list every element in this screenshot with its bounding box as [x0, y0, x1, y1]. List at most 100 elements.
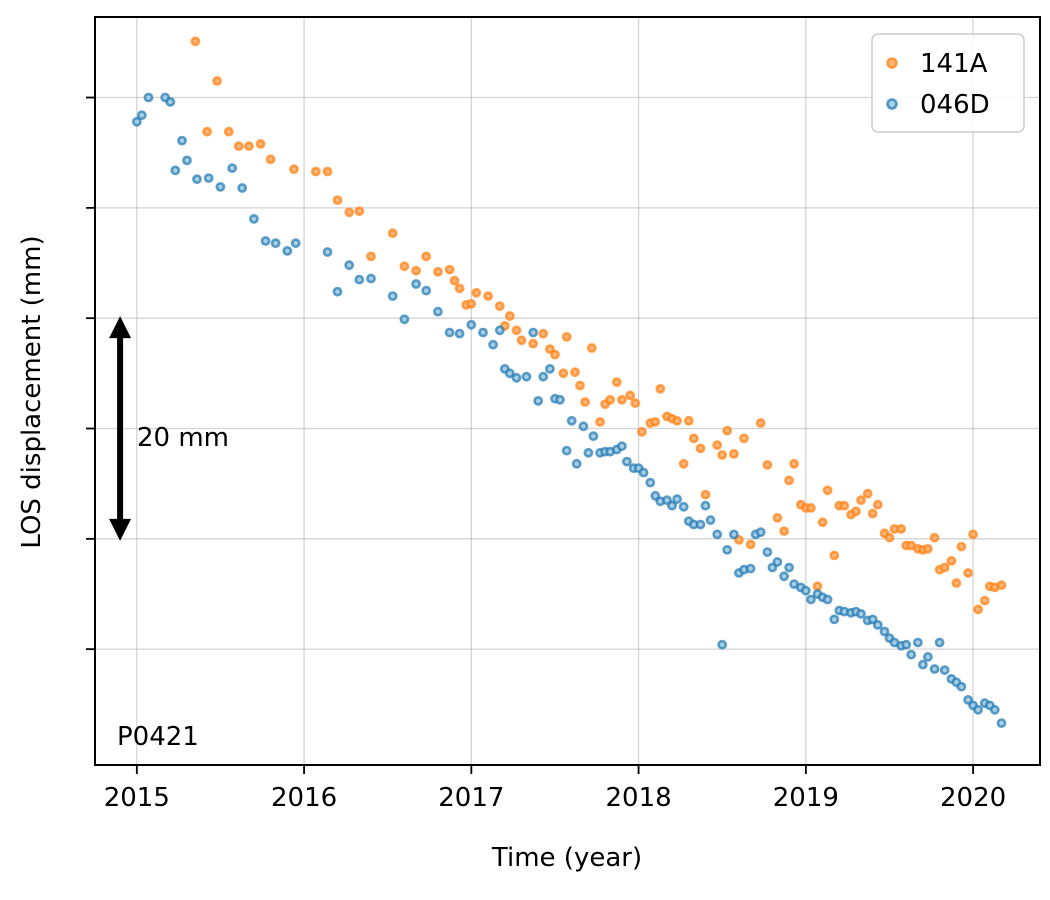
point-046D	[822, 594, 833, 605]
point-046D	[879, 626, 890, 637]
point-141A	[545, 344, 555, 354]
point-141A	[504, 311, 515, 321]
point-046D	[454, 328, 465, 339]
x-axis-title: Time (year)	[491, 843, 642, 873]
point-141A	[454, 283, 465, 294]
point-046D	[800, 585, 811, 596]
point-046D	[829, 614, 840, 625]
point-046D	[779, 571, 789, 582]
point-141A	[322, 166, 333, 177]
point-141A	[973, 604, 983, 615]
point-141A	[806, 502, 816, 513]
point-046D	[511, 372, 522, 383]
point-046D	[722, 545, 733, 555]
point-046D	[533, 395, 544, 406]
point-141A	[923, 543, 933, 554]
point-141A	[695, 443, 706, 454]
x-tick-label: 2015	[104, 783, 170, 813]
grid	[95, 17, 1040, 765]
point-141A	[700, 489, 711, 500]
point-046D	[913, 637, 923, 648]
point-046D	[566, 415, 577, 426]
point-141A	[605, 394, 616, 405]
point-046D	[478, 327, 488, 338]
point-141A	[444, 264, 455, 275]
legend-marker-046D	[886, 98, 898, 110]
point-141A	[822, 485, 833, 496]
point-141A	[745, 539, 756, 550]
point-046D	[712, 529, 723, 540]
point-141A	[722, 425, 733, 436]
point-141A	[772, 513, 783, 523]
point-141A	[570, 367, 580, 378]
point-046D	[939, 665, 950, 675]
point-141A	[829, 550, 840, 561]
point-046D	[561, 445, 572, 456]
point-046D	[872, 620, 883, 630]
point-046D	[578, 421, 589, 432]
point-141A	[625, 390, 636, 401]
point-046D	[923, 652, 933, 662]
point-046D	[354, 274, 365, 285]
y-axis-title: LOS displacement (mm)	[17, 235, 47, 548]
point-141A	[243, 141, 254, 151]
point-046D	[901, 639, 912, 650]
point-046D	[466, 319, 477, 330]
point-141A	[683, 415, 694, 426]
point-141A	[516, 335, 527, 346]
point-141A	[471, 287, 482, 298]
point-046D	[571, 458, 582, 469]
point-046D	[588, 431, 599, 442]
point-046D	[215, 181, 226, 192]
point-046D	[182, 155, 192, 166]
point-046D	[772, 557, 783, 567]
point-141A	[712, 440, 723, 450]
point-046D	[867, 614, 878, 625]
x-tick-label: 2018	[605, 783, 671, 813]
point-141A	[421, 251, 432, 262]
point-141A	[332, 195, 343, 205]
point-141A	[672, 415, 682, 426]
point-046D	[270, 238, 281, 249]
point-141A	[354, 206, 365, 217]
point-046D	[344, 260, 355, 271]
axis-ticks: 2015 2016 2017 2018 2019 2020	[86, 96, 1006, 813]
point-141A	[617, 394, 627, 405]
point-141A	[650, 416, 661, 427]
point-046D	[729, 529, 739, 540]
point-046D	[745, 563, 756, 574]
scale-arrow	[109, 316, 132, 541]
point-141A	[223, 126, 234, 137]
point-046D	[421, 285, 432, 296]
point-046D	[432, 306, 443, 317]
x-tick-label: 2017	[438, 783, 504, 813]
point-141A	[851, 506, 861, 517]
point-141A	[896, 524, 907, 534]
point-046D	[784, 562, 794, 573]
point-141A	[310, 166, 321, 177]
point-141A	[717, 450, 728, 460]
point-141A	[779, 526, 789, 536]
point-046D	[131, 116, 142, 127]
point-141A	[528, 338, 539, 349]
point-046D	[645, 477, 656, 488]
point-141A	[190, 36, 201, 47]
point-046D	[617, 441, 627, 452]
point-046D	[973, 704, 983, 715]
point-046D	[538, 371, 549, 382]
legend-box	[871, 33, 1025, 133]
point-046D	[399, 314, 410, 325]
point-141A	[762, 459, 773, 470]
point-046D	[856, 609, 866, 619]
point-046D	[504, 368, 515, 379]
point-046D	[237, 183, 248, 193]
series-046D	[131, 92, 1007, 728]
point-046D	[192, 174, 202, 185]
point-141A	[611, 377, 622, 388]
point-141A	[411, 265, 421, 276]
point-046D	[956, 681, 967, 692]
point-046D	[494, 325, 505, 336]
point-141A	[862, 488, 873, 499]
point-141A	[432, 266, 443, 277]
